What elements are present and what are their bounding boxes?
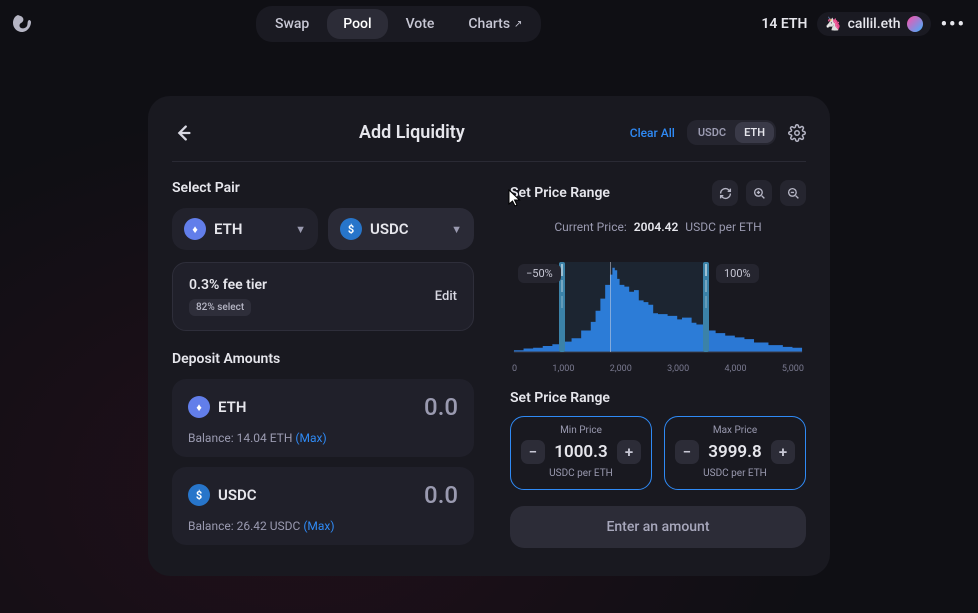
deposit-eth-symbol: ETH [218, 398, 246, 416]
max-price-box: Max Price − 3999.8 + USDC per ETH [664, 416, 806, 490]
max-price-label: Max Price [713, 425, 757, 436]
pair-toggle: USDC ETH [687, 120, 776, 145]
deposit-amounts-title: Deposit Amounts [172, 351, 474, 367]
deposit-eth-balance: 14.04 ETH [237, 431, 293, 445]
max-price-increment[interactable]: + [771, 440, 795, 464]
toggle-eth[interactable]: ETH [735, 122, 774, 143]
deposit-usdc-input[interactable]: 0.0 [424, 481, 458, 509]
fee-tier-label: 0.3% fee tier [189, 277, 267, 293]
gear-icon[interactable] [788, 124, 806, 142]
deposit-eth-balance-prefix: Balance: [188, 431, 237, 445]
enter-amount-button[interactable]: Enter an amount [510, 506, 806, 548]
range-shade [562, 262, 706, 352]
clear-all-button[interactable]: Clear All [630, 126, 675, 140]
nav-pool[interactable]: Pool [327, 9, 387, 39]
price-range-title: Set Price Range [510, 185, 610, 201]
uniswap-logo[interactable] [12, 12, 36, 36]
deposit-usdc-balance: 26.42 USDC [237, 519, 301, 533]
chevron-down-icon: ▼ [451, 223, 462, 236]
deposit-eth-input[interactable]: 0.0 [424, 393, 458, 421]
token-b-symbol: USDC [370, 220, 443, 238]
min-price-input[interactable]: 1000.3 [554, 442, 607, 462]
range-label-left: −50% [518, 264, 561, 283]
current-price-unit: USDC per ETH [685, 220, 761, 234]
deposit-usdc-symbol: USDC [218, 486, 257, 504]
min-price-decrement[interactable]: − [521, 440, 545, 464]
main-nav: Swap Pool Vote Charts ↗ [256, 6, 541, 42]
zoom-in-icon[interactable] [746, 180, 772, 206]
chart-x-axis: 01,0002,0003,0004,0005,000 [510, 364, 806, 374]
nav-charts-label: Charts [468, 16, 510, 32]
max-price-input[interactable]: 3999.8 [708, 442, 761, 462]
deposit-usdc-balance-prefix: Balance: [188, 519, 237, 533]
chevron-down-icon: ▼ [295, 223, 306, 236]
deposit-box-usdc: $ USDC 0.0 Balance: 26.42 USDC (Max) [172, 467, 474, 545]
wallet-button[interactable]: 🦄 callil.eth [817, 12, 930, 36]
eth-icon: ♦ [188, 396, 210, 418]
wallet-name: callil.eth [848, 16, 901, 32]
auto-range-icon[interactable] [712, 180, 738, 206]
min-price-label: Min Price [560, 425, 602, 436]
fee-tier-badge: 82% select [189, 299, 251, 316]
zoom-out-icon[interactable] [780, 180, 806, 206]
select-pair-title: Select Pair [172, 180, 474, 196]
usdc-icon: $ [340, 218, 362, 240]
unicorn-icon: 🦄 [825, 17, 841, 32]
nav-vote[interactable]: Vote [390, 9, 451, 39]
eth-icon: ♦ [184, 218, 206, 240]
current-price-row: Current Price: 2004.42 USDC per ETH [510, 220, 806, 234]
current-price-value: 2004.42 [634, 220, 679, 234]
price-range-subtitle: Set Price Range [510, 390, 806, 406]
back-arrow-icon[interactable] [172, 122, 194, 144]
range-label-right: 100% [716, 264, 759, 283]
add-liquidity-panel: Add Liquidity Clear All USDC ETH Select … [148, 96, 830, 576]
liquidity-chart[interactable]: −50% 100% 01,0002,0003,0004,0005,000 [510, 246, 806, 376]
current-price-label: Current Price: [554, 220, 626, 234]
page-title: Add Liquidity [359, 122, 465, 143]
toggle-usdc[interactable]: USDC [689, 122, 735, 143]
deposit-eth-max-button[interactable]: (Max) [295, 431, 326, 445]
token-a-selector[interactable]: ♦ ETH ▼ [172, 208, 318, 250]
more-menu-icon[interactable]: ••• [941, 14, 966, 35]
max-price-unit: USDC per ETH [703, 468, 767, 479]
range-handle-right[interactable] [703, 262, 709, 352]
deposit-box-eth: ♦ ETH 0.0 Balance: 14.04 ETH (Max) [172, 379, 474, 457]
fee-tier-edit-button[interactable]: Edit [435, 289, 457, 304]
wallet-balance: 14 ETH [761, 16, 807, 32]
deposit-usdc-max-button[interactable]: (Max) [303, 519, 334, 533]
token-b-selector[interactable]: $ USDC ▼ [328, 208, 474, 250]
min-price-box: Min Price − 1000.3 + USDC per ETH [510, 416, 652, 490]
nav-swap[interactable]: Swap [259, 9, 325, 39]
nav-charts[interactable]: Charts ↗ [452, 9, 538, 39]
fee-tier-box: 0.3% fee tier 82% select Edit [172, 262, 474, 331]
avatar [907, 16, 923, 32]
current-price-line [610, 262, 611, 352]
min-price-unit: USDC per ETH [549, 468, 613, 479]
token-a-symbol: ETH [214, 220, 287, 238]
usdc-icon: $ [188, 484, 210, 506]
min-price-increment[interactable]: + [617, 440, 641, 464]
external-link-icon: ↗ [514, 19, 522, 30]
max-price-decrement[interactable]: − [675, 440, 699, 464]
